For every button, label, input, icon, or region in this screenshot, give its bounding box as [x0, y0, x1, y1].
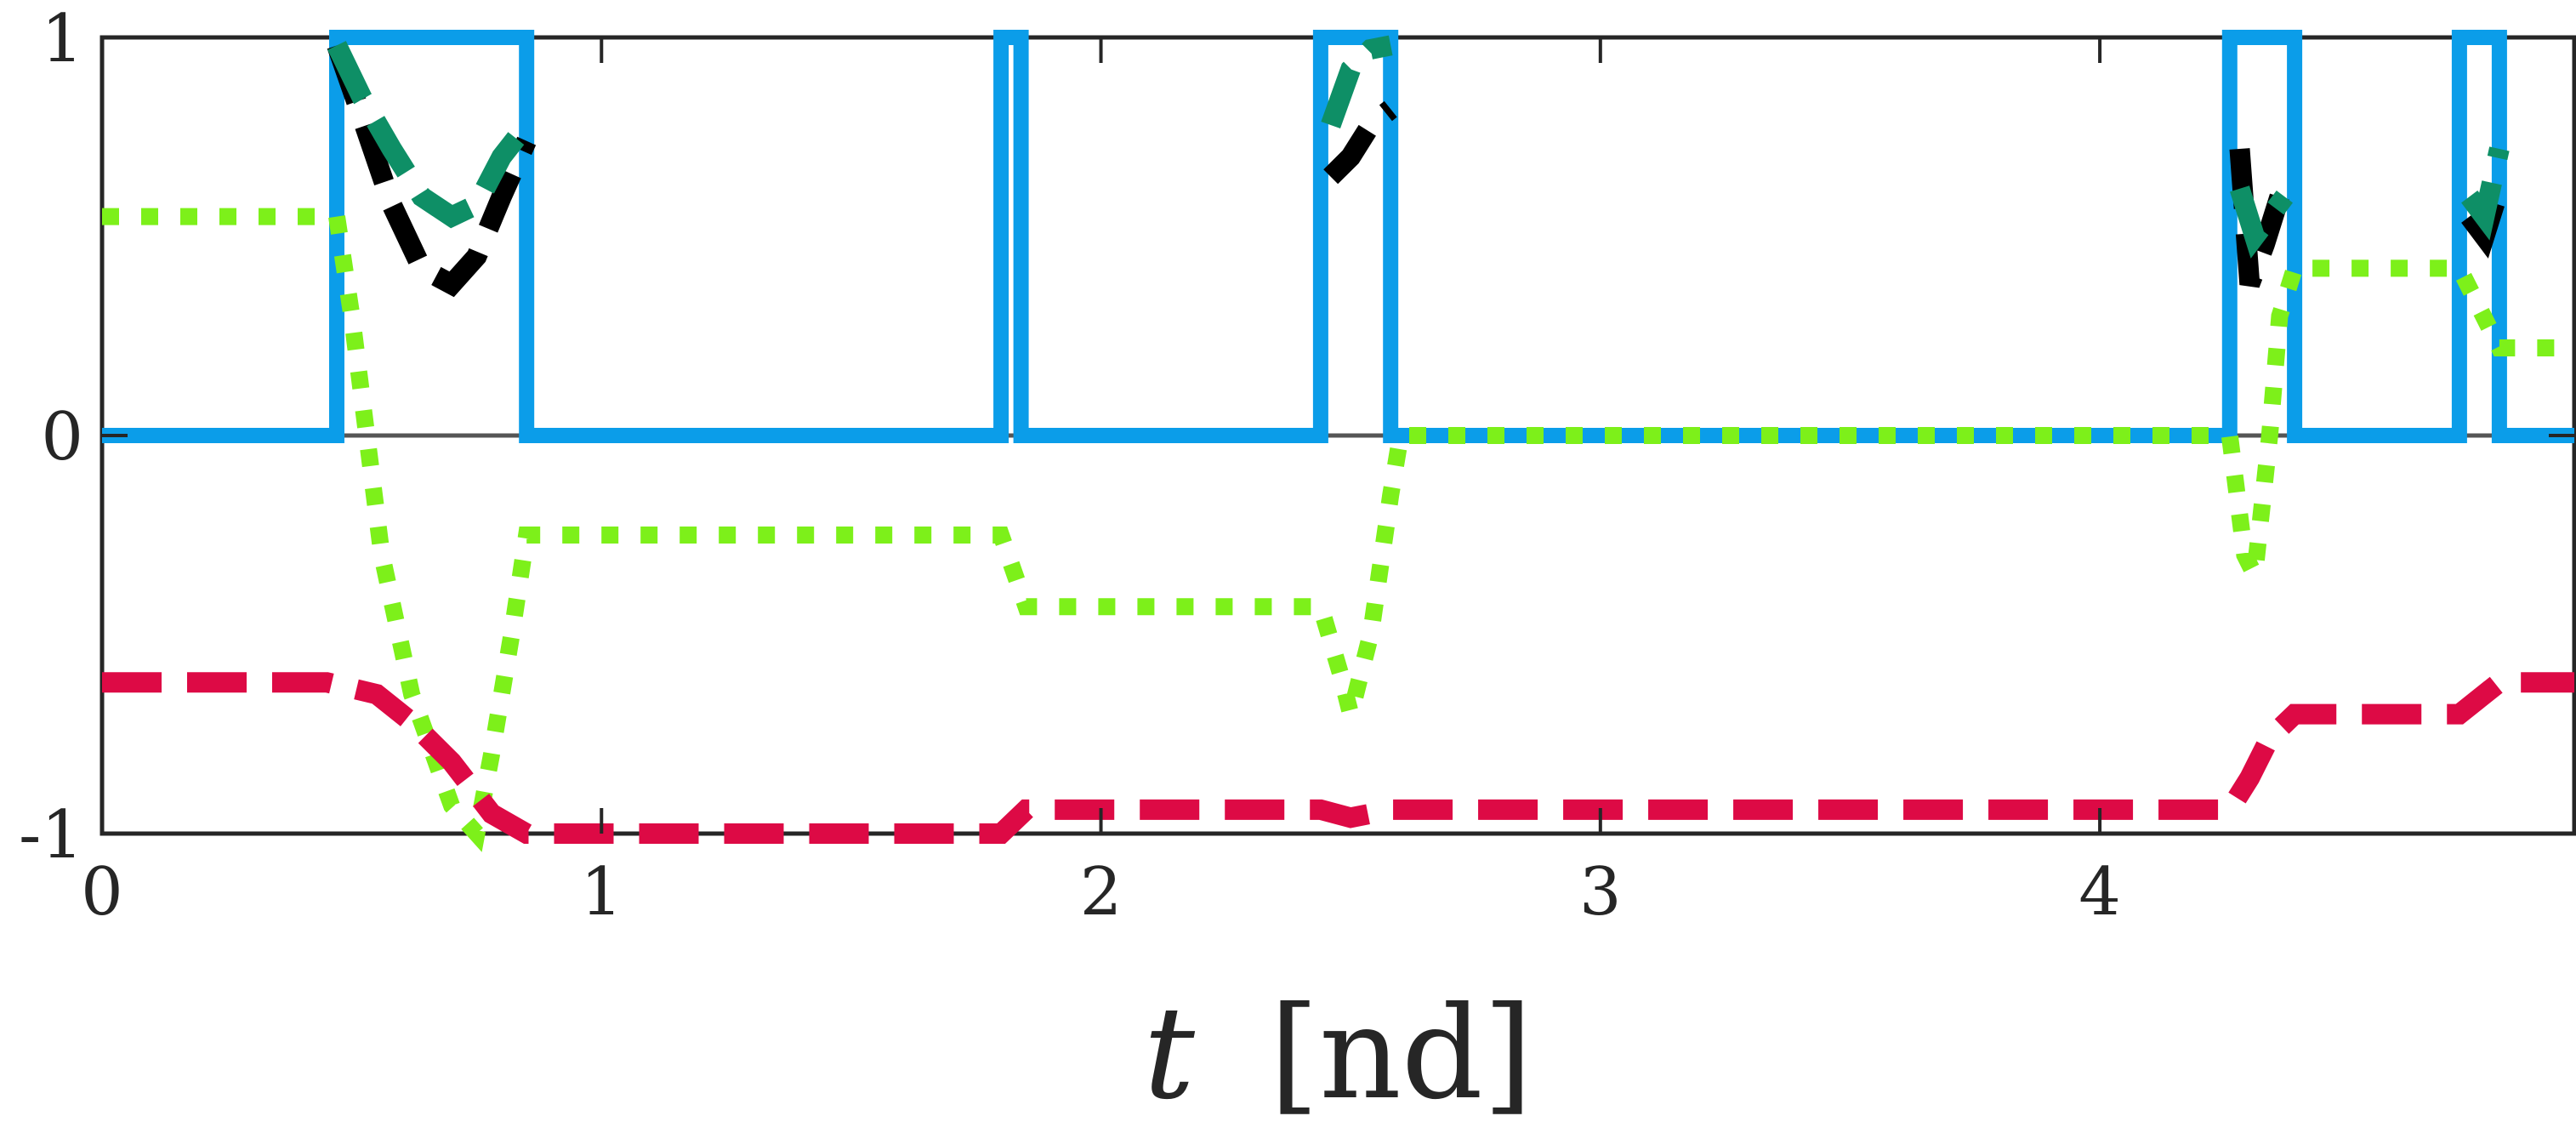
x-axis-label-variable: t — [1144, 980, 1196, 1128]
series-line-9 — [1321, 35, 1393, 129]
x-tick-label: 0 — [81, 854, 123, 931]
series-line-6 — [2229, 148, 2289, 288]
x-axis-ticks: 0 1 2 3 4 — [81, 37, 2121, 931]
x-tick-label: 3 — [1579, 854, 1622, 931]
series-line-8 — [327, 41, 535, 229]
y-tick-label: 1 — [41, 1, 83, 77]
series-line-5 — [1323, 100, 1397, 185]
series-line-2 — [102, 208, 2574, 852]
series-line-10 — [2230, 185, 2293, 259]
y-tick-label: -1 — [19, 797, 83, 874]
series-line-3 — [102, 672, 2574, 844]
x-tick-label: 2 — [1080, 854, 1123, 931]
y-axis-ticks: -1 0 1 — [19, 1, 2574, 874]
x-tick-label: 4 — [2078, 854, 2121, 931]
x-axis-label: t [nd] — [1144, 980, 1533, 1128]
x-tick-label: 1 — [580, 854, 623, 931]
series-line-1 — [102, 30, 2574, 443]
series-line-4 — [327, 42, 537, 298]
plot-area — [100, 30, 2576, 852]
series-line-11 — [2461, 146, 2510, 241]
y-tick-label: 0 — [41, 399, 83, 475]
x-axis-label-unit: [nd] — [1270, 980, 1533, 1128]
